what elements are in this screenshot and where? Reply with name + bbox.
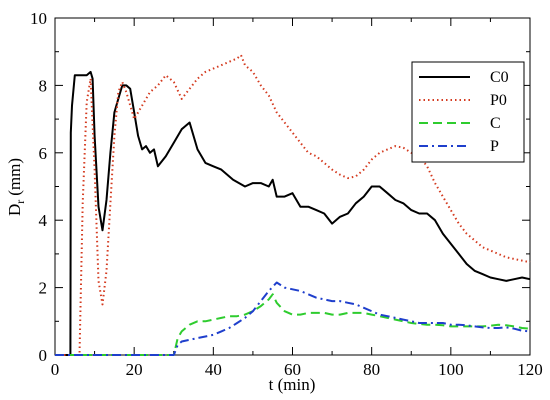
y-tick-label: 2 (39, 279, 48, 298)
x-axis-label: t (min) (269, 375, 316, 394)
legend-label-c: C (490, 115, 501, 132)
x-tick-label: 0 (51, 360, 60, 379)
legend-label-p: P (490, 138, 499, 155)
series-line-c0 (55, 70, 531, 356)
x-tick-label: 60 (284, 360, 301, 379)
y-tick-label: 8 (39, 76, 48, 95)
x-tick-label: 100 (438, 360, 464, 379)
y-axis-label-unit: (mm) (5, 158, 24, 196)
x-tick-label: 80 (363, 360, 380, 379)
series-line-p0 (55, 54, 531, 356)
x-tick-label: 40 (205, 360, 222, 379)
y-tick-label: 10 (30, 9, 47, 28)
y-tick-label: 4 (39, 211, 48, 230)
legend-label-p0: P0 (490, 92, 507, 109)
series-line-c (55, 293, 531, 356)
series-line-p (55, 281, 531, 356)
legend-box (411, 61, 525, 163)
x-tick-label: 20 (126, 360, 143, 379)
y-tick-label: 6 (39, 144, 48, 163)
y-tick-label: 0 (39, 346, 48, 365)
legend-label-c0: C0 (490, 69, 509, 86)
x-axis: 0 20 40 60 80 100 120 (51, 18, 543, 379)
y-axis-label: Dr (mm) (5, 158, 27, 216)
x-tick-label: 120 (517, 360, 543, 379)
legend: C0 P0 CP (411, 61, 525, 163)
y-axis-label-main: D (5, 204, 24, 216)
y-axis-label-subscript: r (13, 200, 27, 204)
series-lines (55, 54, 531, 356)
